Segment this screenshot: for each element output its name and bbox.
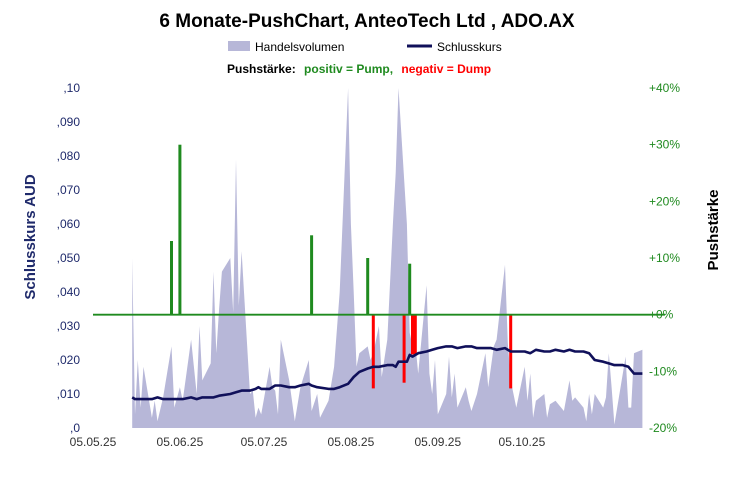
svg-text:Pushstärke: positiv = Pu: Pushstärke: positiv = Pump, negativ = Du… bbox=[227, 62, 491, 76]
y-left-tick-label: ,030 bbox=[57, 319, 81, 333]
x-tick-label: 05.08.25 bbox=[328, 435, 375, 449]
x-tick-label: 05.06.25 bbox=[157, 435, 204, 449]
y-left-tick-label: ,040 bbox=[57, 285, 81, 299]
x-tick-label: 05.07.25 bbox=[241, 435, 288, 449]
push-legend-positive: positiv = Pump, bbox=[304, 62, 393, 76]
y-left-tick-label: ,0 bbox=[70, 421, 80, 435]
y-left-tick-label: ,020 bbox=[57, 353, 81, 367]
push-bar-pump bbox=[408, 263, 412, 315]
y-left-tick-label: ,070 bbox=[57, 183, 81, 197]
y-right-tick-label: -10% bbox=[649, 364, 677, 378]
legend-volume-label: Handelsvolumen bbox=[255, 40, 344, 54]
push-bar-pump bbox=[310, 235, 314, 315]
right-axis-ticks: -20% -10% +0% +10% +20% +30% +40% bbox=[649, 81, 680, 435]
y-right-tick-label: -20% bbox=[649, 421, 677, 435]
x-axis-ticks: 05.05.25 05.06.25 05.07.25 05.08.25 05.09.25… bbox=[70, 435, 546, 449]
legend-volume-swatch bbox=[228, 41, 250, 51]
y-left-tick-label: ,080 bbox=[57, 149, 81, 163]
push-bar-pump bbox=[366, 258, 370, 315]
y-left-tick-label: ,050 bbox=[57, 251, 81, 265]
push-bar-dump bbox=[411, 314, 414, 355]
y-left-tick-label: ,010 bbox=[57, 387, 81, 401]
close-price-line bbox=[131, 345, 643, 401]
push-bar-dump bbox=[371, 314, 375, 389]
push-legend-prefix: Pushstärke: bbox=[227, 62, 296, 76]
y-right-tick-label: +30% bbox=[649, 138, 680, 152]
volume-area bbox=[132, 88, 643, 428]
y-axis-left-label: Schlusskurs AUD bbox=[22, 174, 39, 299]
y-right-tick-label: +40% bbox=[649, 81, 680, 95]
legend-close-label: Schlusskurs bbox=[437, 40, 502, 54]
y-right-tick-label: +10% bbox=[649, 251, 680, 265]
y-right-tick-label: +20% bbox=[649, 194, 680, 208]
push-legend: Pushstärke: positiv = Pump, negativ = Du… bbox=[227, 62, 491, 76]
y-left-tick-label: ,10 bbox=[63, 81, 80, 95]
push-bar-pump bbox=[178, 144, 182, 315]
push-bar-dump bbox=[413, 314, 417, 355]
y-left-tick-label: ,060 bbox=[57, 217, 81, 231]
x-tick-label: 05.05.25 bbox=[70, 435, 117, 449]
volume-layer bbox=[132, 88, 643, 428]
x-tick-label: 05.09.25 bbox=[414, 435, 461, 449]
y-left-tick-label: ,090 bbox=[57, 115, 81, 129]
x-tick-label: 05.10.25 bbox=[499, 435, 546, 449]
push-bar-pump bbox=[170, 241, 173, 315]
y-right-tick-label: +0% bbox=[649, 308, 674, 322]
y-axis-right-label: Pushstärke bbox=[705, 190, 722, 271]
push-legend-negative: negativ = Dump bbox=[401, 62, 491, 76]
push-bar-dump bbox=[402, 314, 406, 383]
legend: Handelsvolumen Schlusskurs bbox=[228, 40, 502, 54]
chart-title: 6 Monate-PushChart, AnteoTech Ltd , ADO.… bbox=[159, 11, 575, 32]
left-axis-ticks: ,0 ,010 ,020 ,030 ,040 ,050 ,060 ,070 ,080 ,090 ,1… bbox=[57, 81, 81, 435]
close-line-layer bbox=[131, 345, 643, 401]
